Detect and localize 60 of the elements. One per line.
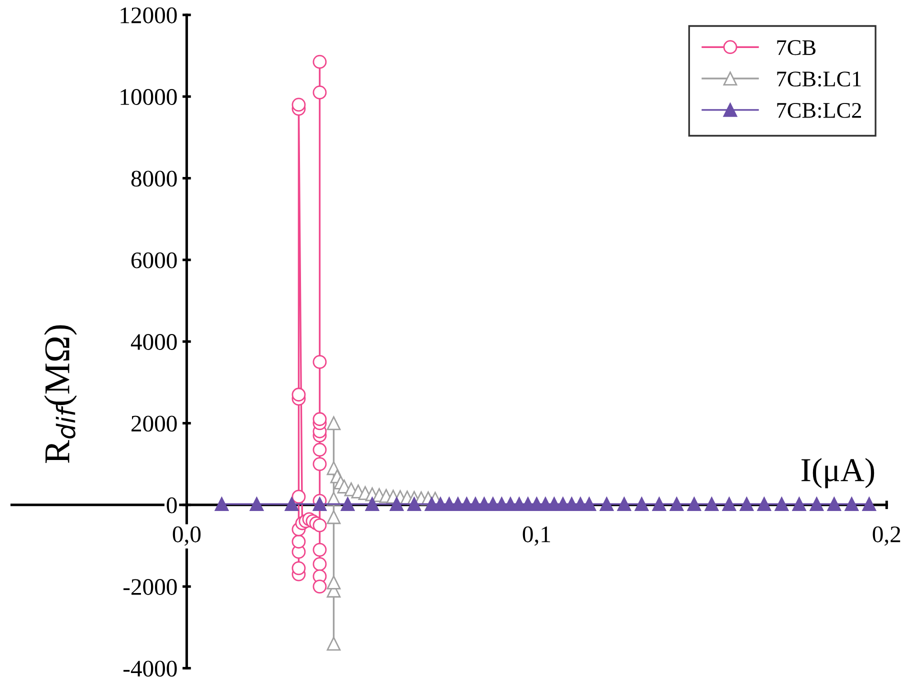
point	[810, 497, 824, 511]
point	[652, 497, 666, 511]
point	[704, 497, 719, 511]
y-tick-label: 4000	[130, 334, 177, 350]
x-axis-title: I(μA)	[802, 458, 874, 488]
point	[312, 497, 327, 511]
y-tick-label: -2000	[123, 579, 177, 595]
point	[312, 518, 327, 532]
point	[312, 542, 327, 557]
y-tick-label: 6000	[131, 252, 177, 268]
point	[617, 497, 632, 511]
x-tick-label: 0,2	[872, 526, 900, 546]
point	[326, 576, 341, 590]
point	[326, 510, 341, 524]
point	[292, 490, 306, 504]
point	[292, 561, 306, 576]
point	[312, 86, 327, 100]
legend-label: 7CB:LC2	[777, 102, 861, 118]
y-tick-label: 12000	[120, 7, 177, 24]
point	[292, 98, 306, 112]
point	[312, 557, 327, 572]
y-tick-label: 10000	[120, 89, 177, 105]
y-tick-label: -4000	[123, 660, 177, 677]
y-tick-label: 8000	[131, 170, 177, 187]
point	[340, 497, 355, 511]
point	[792, 497, 806, 511]
point	[312, 442, 327, 457]
point	[214, 497, 229, 511]
point	[687, 497, 702, 511]
point	[722, 497, 736, 511]
point	[365, 497, 380, 511]
point	[757, 497, 772, 511]
point	[390, 497, 404, 511]
y-tick-label: 2000	[132, 416, 177, 432]
point	[312, 412, 327, 426]
point	[312, 54, 327, 69]
y-axis-title: R$_{dif}$(MΩ)	[44, 325, 77, 464]
point	[326, 416, 341, 430]
point	[292, 534, 306, 549]
x-tick-label: 0,1	[522, 526, 550, 546]
legend-label: 7CB:LC1	[777, 72, 861, 87]
point	[312, 355, 327, 369]
x-tick-label: 0,0	[172, 526, 201, 546]
point	[312, 580, 327, 594]
point	[292, 388, 306, 402]
point	[862, 497, 876, 511]
point	[740, 497, 754, 511]
point	[634, 497, 649, 511]
point	[844, 497, 859, 511]
point	[407, 497, 422, 511]
point	[827, 497, 842, 511]
point	[312, 457, 327, 471]
point	[774, 497, 789, 511]
point	[326, 636, 341, 651]
y-tick-label: 0	[166, 497, 177, 514]
point	[600, 497, 614, 511]
point	[284, 497, 299, 511]
legend-label: 7CB	[777, 40, 816, 56]
point	[250, 497, 264, 511]
point	[670, 497, 684, 511]
